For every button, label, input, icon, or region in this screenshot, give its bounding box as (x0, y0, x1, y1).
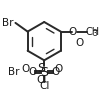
Text: O: O (76, 38, 84, 48)
Text: Br: Br (8, 67, 19, 77)
Text: O: O (21, 64, 29, 74)
Text: Cl: Cl (39, 81, 49, 91)
Text: O: O (29, 67, 37, 77)
Text: CH: CH (85, 27, 99, 37)
Text: Br: Br (2, 18, 14, 28)
Text: S: S (38, 62, 46, 76)
Text: 3: 3 (92, 29, 97, 38)
Text: Cl: Cl (36, 75, 47, 85)
Text: O: O (51, 67, 60, 77)
Text: O: O (69, 27, 77, 37)
Text: O: O (54, 64, 62, 74)
Text: S: S (40, 66, 48, 79)
